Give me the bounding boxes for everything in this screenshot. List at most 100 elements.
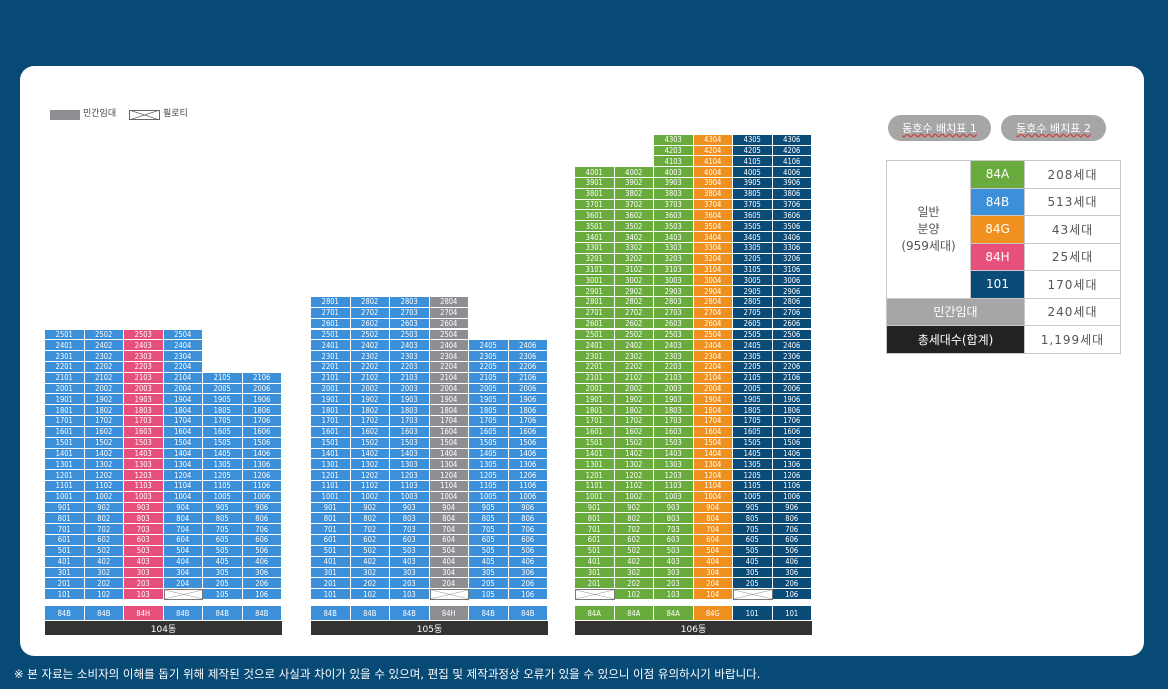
unit-cell-1404: 1404 [429,448,469,460]
unit-cell-802: 802 [84,513,124,525]
unit-cell-1905: 1905 [733,394,773,406]
unit-cell-1806: 1806 [242,405,282,417]
unit-cell-603: 603 [654,535,694,546]
unit-cell-104: 104 [693,589,733,600]
unit-cell-2806: 2806 [772,297,812,308]
unit-cell-1703: 1703 [390,416,430,427]
unit-cell-1304: 1304 [429,459,469,471]
unit-cell-1901: 1901 [575,394,615,406]
unit-cell-1606: 1606 [242,426,282,438]
unit-cell-2206: 2206 [508,361,548,373]
unit-cell-1204: 1204 [429,470,469,481]
unit-cell-603: 603 [124,535,164,546]
unit-cell-1804: 1804 [429,405,469,417]
unit-cell-3303: 3303 [654,242,694,254]
unit-cell-2801: 2801 [575,297,615,308]
unit-cell-1605: 1605 [203,426,243,438]
unit-cell-3702: 3702 [614,199,654,211]
unit-cell-304: 304 [163,567,203,579]
unit-cell-3402: 3402 [614,232,654,243]
unit-cell-3904: 3904 [693,178,733,189]
unit-cell-602: 602 [614,535,654,546]
type-label-84h: 84H [429,606,469,621]
unit-cell-206: 206 [508,578,548,590]
unit-cell-1601: 1601 [575,426,615,438]
unit-cell-1005: 1005 [733,491,773,503]
unit-cell-504: 504 [163,545,203,557]
unit-cell-2704: 2704 [693,307,733,319]
unit-cell-2101: 2101 [575,372,615,384]
unit-cell-2702: 2702 [350,307,390,319]
summary-count-84a: 208세대 [1024,160,1121,189]
layout-2-button[interactable]: 동호수 배치표 2 [1001,115,1106,141]
unit-cell-605: 605 [469,535,509,546]
unit-cell-1904: 1904 [163,394,203,406]
unit-cell-305: 305 [203,567,243,579]
unit-cell-4006: 4006 [772,167,812,178]
unit-cell-3003: 3003 [654,275,694,287]
unit-cell-106: 106 [772,589,812,600]
unit-cell-1706: 1706 [508,416,548,427]
unit-cell-701: 701 [575,524,615,536]
piloti-cell [733,589,773,600]
unit-cell-901: 901 [575,502,615,514]
unit-cell-2305: 2305 [733,351,773,362]
unit-cell-903: 903 [390,502,430,514]
type-label-84b: 84B [163,606,203,621]
unit-cell-1101: 1101 [311,480,351,492]
unit-cell-2601: 2601 [311,318,351,330]
unit-cell-504: 504 [429,545,469,557]
summary-count-101: 170세대 [1024,270,1121,299]
piloti-swatch [128,109,161,121]
unit-summary-table: 일반 분양 (959세대) 84A 208세대 84B 513세대 84G 43세대 84H 25세… [886,160,1121,354]
unit-cell-1104: 1104 [693,480,733,492]
unit-cell-603: 603 [390,535,430,546]
unit-cell-1303: 1303 [390,459,430,471]
unit-cell-1703: 1703 [654,416,694,427]
unit-cell-1504: 1504 [429,437,469,449]
unit-cell-2004: 2004 [163,383,203,395]
unit-cell-4306: 4306 [772,134,812,146]
unit-cell-1502: 1502 [84,437,124,449]
unit-cell-705: 705 [733,524,773,536]
unit-cell-1503: 1503 [654,437,694,449]
unit-cell-2102: 2102 [350,372,390,384]
unit-cell-4304: 4304 [693,134,733,146]
unit-cell-2106: 2106 [508,372,548,384]
unit-cell-205: 205 [203,578,243,590]
unit-cell-2705: 2705 [733,307,773,319]
unit-cell-2101: 2101 [45,372,85,384]
unit-cell-2204: 2204 [693,361,733,373]
unit-cell-1801: 1801 [575,405,615,417]
unit-cell-701: 701 [45,524,85,536]
unit-cell-3202: 3202 [614,253,654,265]
type-label-84b: 84B [242,606,282,621]
unit-cell-3806: 3806 [772,188,812,200]
unit-cell-2406: 2406 [508,340,548,352]
unit-cell-1406: 1406 [772,448,812,460]
unit-cell-3406: 3406 [772,232,812,243]
unit-cell-2802: 2802 [614,297,654,308]
unit-cell-1103: 1103 [390,480,430,492]
unit-cell-3104: 3104 [693,264,733,276]
unit-cell-804: 804 [429,513,469,525]
unit-cell-4206: 4206 [772,145,812,157]
unit-cell-3206: 3206 [772,253,812,265]
unit-cell-2604: 2604 [429,318,469,330]
unit-cell-1404: 1404 [163,448,203,460]
unit-cell-2701: 2701 [311,307,351,319]
unit-cell-1702: 1702 [350,416,390,427]
unit-cell-903: 903 [124,502,164,514]
unit-cell-2404: 2404 [429,340,469,352]
unit-cell-1204: 1204 [693,470,733,481]
unit-cell-805: 805 [733,513,773,525]
unit-cell-2306: 2306 [772,351,812,362]
unit-cell-505: 505 [203,545,243,557]
unit-cell-801: 801 [575,513,615,525]
layout-1-button[interactable]: 동호수 배치표 1 [888,115,991,141]
unit-cell-2006: 2006 [772,383,812,395]
unit-cell-405: 405 [469,556,509,568]
unit-cell-1001: 1001 [575,491,615,503]
unit-cell-1906: 1906 [508,394,548,406]
unit-cell-1301: 1301 [311,459,351,471]
